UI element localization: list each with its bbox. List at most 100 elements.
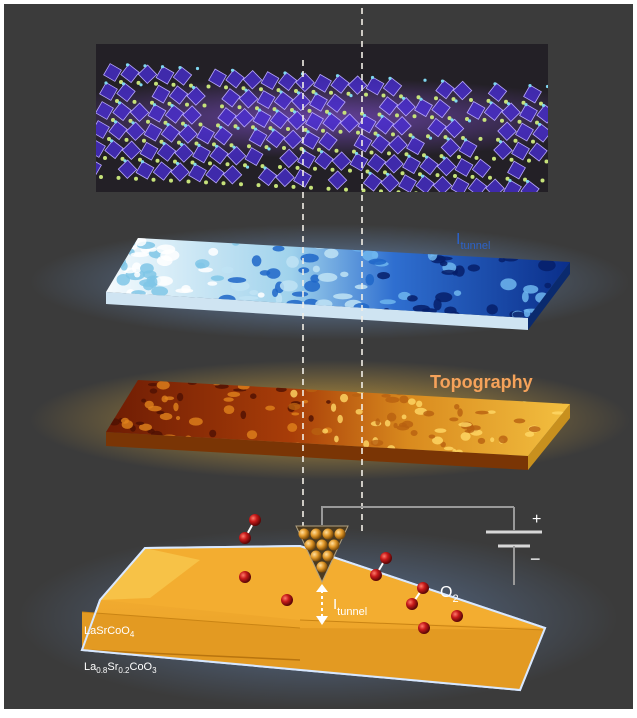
topography-grain — [399, 395, 409, 404]
tunnel-blob — [317, 272, 338, 282]
atom-dot — [388, 76, 392, 80]
octahedron — [103, 63, 122, 82]
oxygen-atom — [249, 514, 261, 526]
atom-dot — [170, 104, 174, 108]
atom-dot — [214, 144, 219, 148]
tunnel-blob — [521, 291, 529, 303]
atom-dot — [319, 150, 324, 154]
tunnel-blob — [454, 265, 465, 277]
topography-grain — [363, 440, 370, 448]
octahedron — [108, 120, 128, 141]
topography-grain — [159, 412, 173, 421]
atom-dot — [245, 165, 250, 169]
tunnel-blob — [303, 298, 319, 307]
octahedron — [192, 144, 211, 164]
octahedron — [287, 110, 307, 131]
octahedron — [172, 66, 193, 86]
atom-dot — [272, 107, 277, 112]
octahedron — [217, 107, 237, 127]
atom-dot — [291, 184, 296, 189]
topography-map — [30, 360, 630, 480]
atom-dot — [527, 158, 531, 163]
tunnel-blob — [221, 266, 234, 274]
tunnel-blob — [148, 276, 158, 288]
atom-dot — [541, 103, 546, 108]
atom-dot — [321, 128, 325, 133]
atom-dot — [198, 122, 203, 127]
octahedron — [501, 102, 521, 122]
atom-dot — [496, 137, 500, 142]
atom-dot — [306, 130, 310, 134]
atom-dot — [493, 82, 497, 86]
atom-dot — [349, 94, 353, 98]
atom-dot — [370, 75, 375, 80]
atom-dot — [334, 148, 339, 153]
atom-dot — [419, 97, 423, 101]
atom-dot — [469, 98, 473, 102]
atom-dot — [317, 147, 321, 152]
oxygen-atom — [451, 610, 463, 622]
topography-label: Topography — [430, 372, 533, 392]
atom-dot — [364, 92, 368, 97]
tunnel-blob — [275, 293, 283, 305]
topography-grain — [147, 382, 159, 387]
topography-grain — [355, 408, 363, 415]
atom-dot — [407, 154, 411, 158]
tunnel-blob — [238, 296, 259, 301]
atom-dot — [183, 123, 188, 128]
octahedron — [137, 64, 158, 85]
octahedron — [362, 172, 383, 192]
atom-dot — [143, 64, 147, 68]
tunnel-blob — [272, 288, 279, 298]
atom-dot — [381, 93, 386, 98]
octahedron — [384, 154, 404, 174]
layer-bottom-label: La0.8Sr0.2CoO3 — [84, 661, 157, 675]
octahedron — [160, 123, 181, 143]
atom-dot — [181, 121, 185, 126]
octahedron — [96, 158, 102, 177]
topography-grain — [209, 429, 217, 438]
octahedron — [182, 105, 202, 125]
atom-dot — [162, 142, 166, 146]
atom-dot — [539, 101, 543, 106]
atom-dot — [121, 82, 126, 86]
octahedron — [382, 77, 403, 97]
atom-dot — [486, 98, 491, 103]
atom-dot — [103, 156, 107, 160]
octahedron — [117, 159, 138, 180]
atom-dot — [418, 172, 422, 177]
tunnel-blob — [379, 299, 396, 305]
atom-dot — [450, 118, 454, 122]
octahedron — [435, 79, 455, 100]
octahedron — [309, 92, 328, 112]
octahedron — [291, 91, 311, 112]
atom-dot — [271, 128, 275, 132]
atom-dot — [401, 96, 406, 100]
atom-dot — [356, 130, 360, 135]
tunnel-blob — [134, 271, 141, 278]
tunnel-blob — [154, 276, 173, 286]
atom-dot — [443, 135, 448, 140]
atom-dot — [399, 94, 403, 99]
octahedron — [156, 142, 177, 162]
topography-grain — [250, 393, 257, 399]
topography-grain — [287, 423, 298, 432]
atom-dot — [237, 105, 242, 110]
octahedron — [222, 164, 243, 185]
atom-dot — [236, 126, 240, 130]
tunnel-map-end — [528, 262, 570, 330]
tunnel-blob — [208, 247, 219, 256]
topography-grain — [141, 398, 147, 403]
front-edge-line — [81, 611, 301, 629]
atom-dot — [387, 151, 391, 156]
atom-dot — [505, 176, 510, 181]
octahedron — [273, 90, 294, 111]
octahedron — [519, 103, 538, 123]
topography-grain — [401, 414, 407, 420]
octahedron — [520, 180, 540, 192]
atom-dot — [362, 113, 367, 118]
topography-grain — [416, 400, 423, 408]
atom-dot — [383, 170, 387, 175]
atom-dot — [221, 181, 226, 186]
atom-dot — [335, 74, 340, 78]
